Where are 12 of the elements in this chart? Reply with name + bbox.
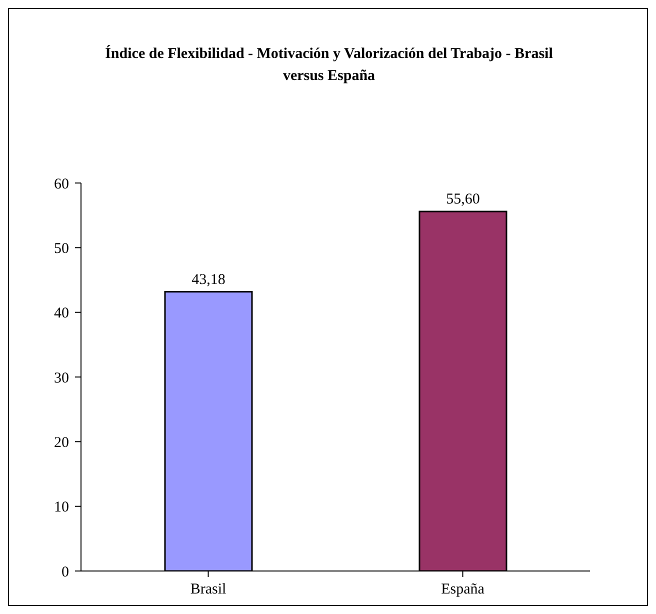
y-tick-label: 50 bbox=[54, 240, 69, 257]
y-tick-label: 20 bbox=[54, 434, 69, 451]
y-tick-label: 30 bbox=[54, 370, 69, 386]
y-tick-label: 10 bbox=[54, 500, 69, 516]
y-tick-label: 60 bbox=[54, 176, 69, 192]
data-label: 55,60 bbox=[446, 191, 480, 208]
data-label: 43,18 bbox=[192, 272, 226, 288]
chart-title: Índice de Flexibilidad - Motivación y Valorización del Trabajo - Brasil versus España bbox=[104, 44, 554, 86]
y-tick-label: 40 bbox=[54, 306, 69, 322]
x-tick-label: España bbox=[441, 582, 485, 598]
y-tick-label: 0 bbox=[62, 564, 69, 580]
x-tick-label: Brasil bbox=[190, 582, 226, 598]
